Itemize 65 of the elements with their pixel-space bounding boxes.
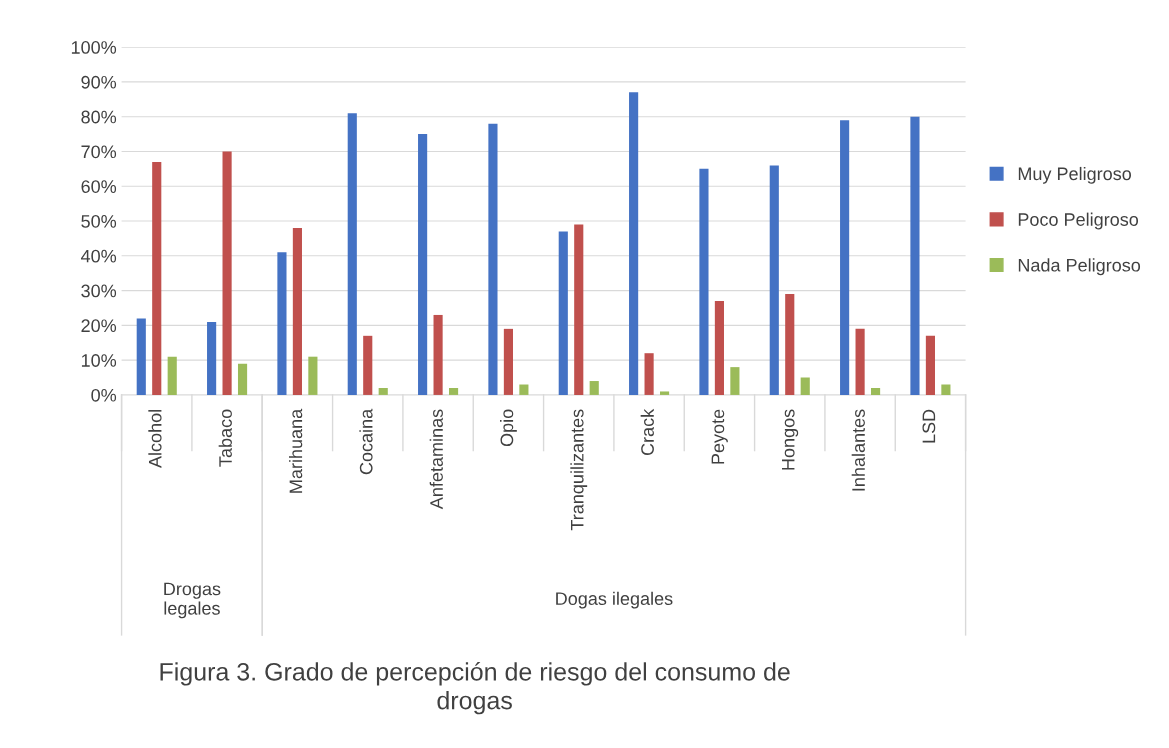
bar xyxy=(730,367,740,395)
y-tick-label: 60% xyxy=(81,180,117,193)
y-tick-label: 70% xyxy=(81,145,117,159)
bar xyxy=(699,168,709,395)
bar xyxy=(448,387,459,395)
x-tick-label: Peyote xyxy=(711,409,728,464)
bar xyxy=(488,123,498,395)
x-tick-label: Tranquilizantes xyxy=(570,409,588,531)
bar xyxy=(785,294,795,395)
bar xyxy=(910,116,920,395)
bar xyxy=(941,384,951,395)
y-tick-label: 30% xyxy=(81,284,117,298)
bar xyxy=(589,381,599,395)
text: Drogas legales xyxy=(164,582,221,619)
bar xyxy=(363,335,373,395)
bar xyxy=(855,328,865,395)
bar xyxy=(277,252,287,395)
y-tick-label: 80% xyxy=(81,110,117,124)
bar xyxy=(418,134,428,395)
bar xyxy=(519,384,529,395)
bar xyxy=(644,353,654,395)
bar xyxy=(574,224,584,395)
bar xyxy=(152,161,162,395)
bar xyxy=(222,151,232,395)
legend-label: Poco Peligroso xyxy=(1018,212,1139,230)
y-tick-label: 40% xyxy=(80,249,117,263)
bar xyxy=(378,387,388,395)
bar xyxy=(714,301,724,395)
x-tick-label: Crack xyxy=(640,408,654,456)
bar xyxy=(769,165,779,395)
bar xyxy=(237,363,248,395)
y-tick-label: 100% xyxy=(71,41,117,54)
bar xyxy=(840,120,850,395)
y-tick-label: 20% xyxy=(81,319,117,333)
bar xyxy=(347,113,357,395)
x-tick-label: Anfetaminas xyxy=(429,409,443,510)
bar xyxy=(503,328,513,395)
x-tick-label: Hongos xyxy=(782,409,799,470)
y-tick-label: 0% xyxy=(91,388,117,402)
bar xyxy=(136,318,146,395)
bar xyxy=(659,391,670,395)
bar xyxy=(870,387,881,395)
bar xyxy=(308,356,318,395)
bar xyxy=(167,356,177,395)
y-tick-label: 10% xyxy=(81,354,117,367)
bar xyxy=(433,314,443,395)
y-tick-label: 90% xyxy=(81,75,117,89)
x-tick-label: LSD xyxy=(922,409,936,443)
bar xyxy=(925,335,935,395)
text: Dogas ilegales xyxy=(556,591,673,609)
x-tick-label: Opio xyxy=(500,409,517,447)
bar xyxy=(629,92,639,395)
x-tick-label: Marihuana xyxy=(289,408,303,493)
x-tick-label: Cocaina xyxy=(359,408,373,475)
bar xyxy=(207,321,217,395)
x-tick-label: Inhalantes xyxy=(851,409,865,491)
x-tick-label: Tabaco xyxy=(218,409,232,467)
text: Figura 3. Grado de percepción de riesgo del consumo de drogas xyxy=(160,661,790,715)
legend-label: Nada Peligroso xyxy=(1018,258,1141,276)
x-tick-label: Alcohol xyxy=(148,410,162,469)
y-tick-label: 50% xyxy=(81,214,117,228)
bar xyxy=(292,227,302,395)
bar xyxy=(800,377,810,395)
legend-label: Muy Peligroso xyxy=(1018,166,1132,184)
bar xyxy=(558,231,568,395)
